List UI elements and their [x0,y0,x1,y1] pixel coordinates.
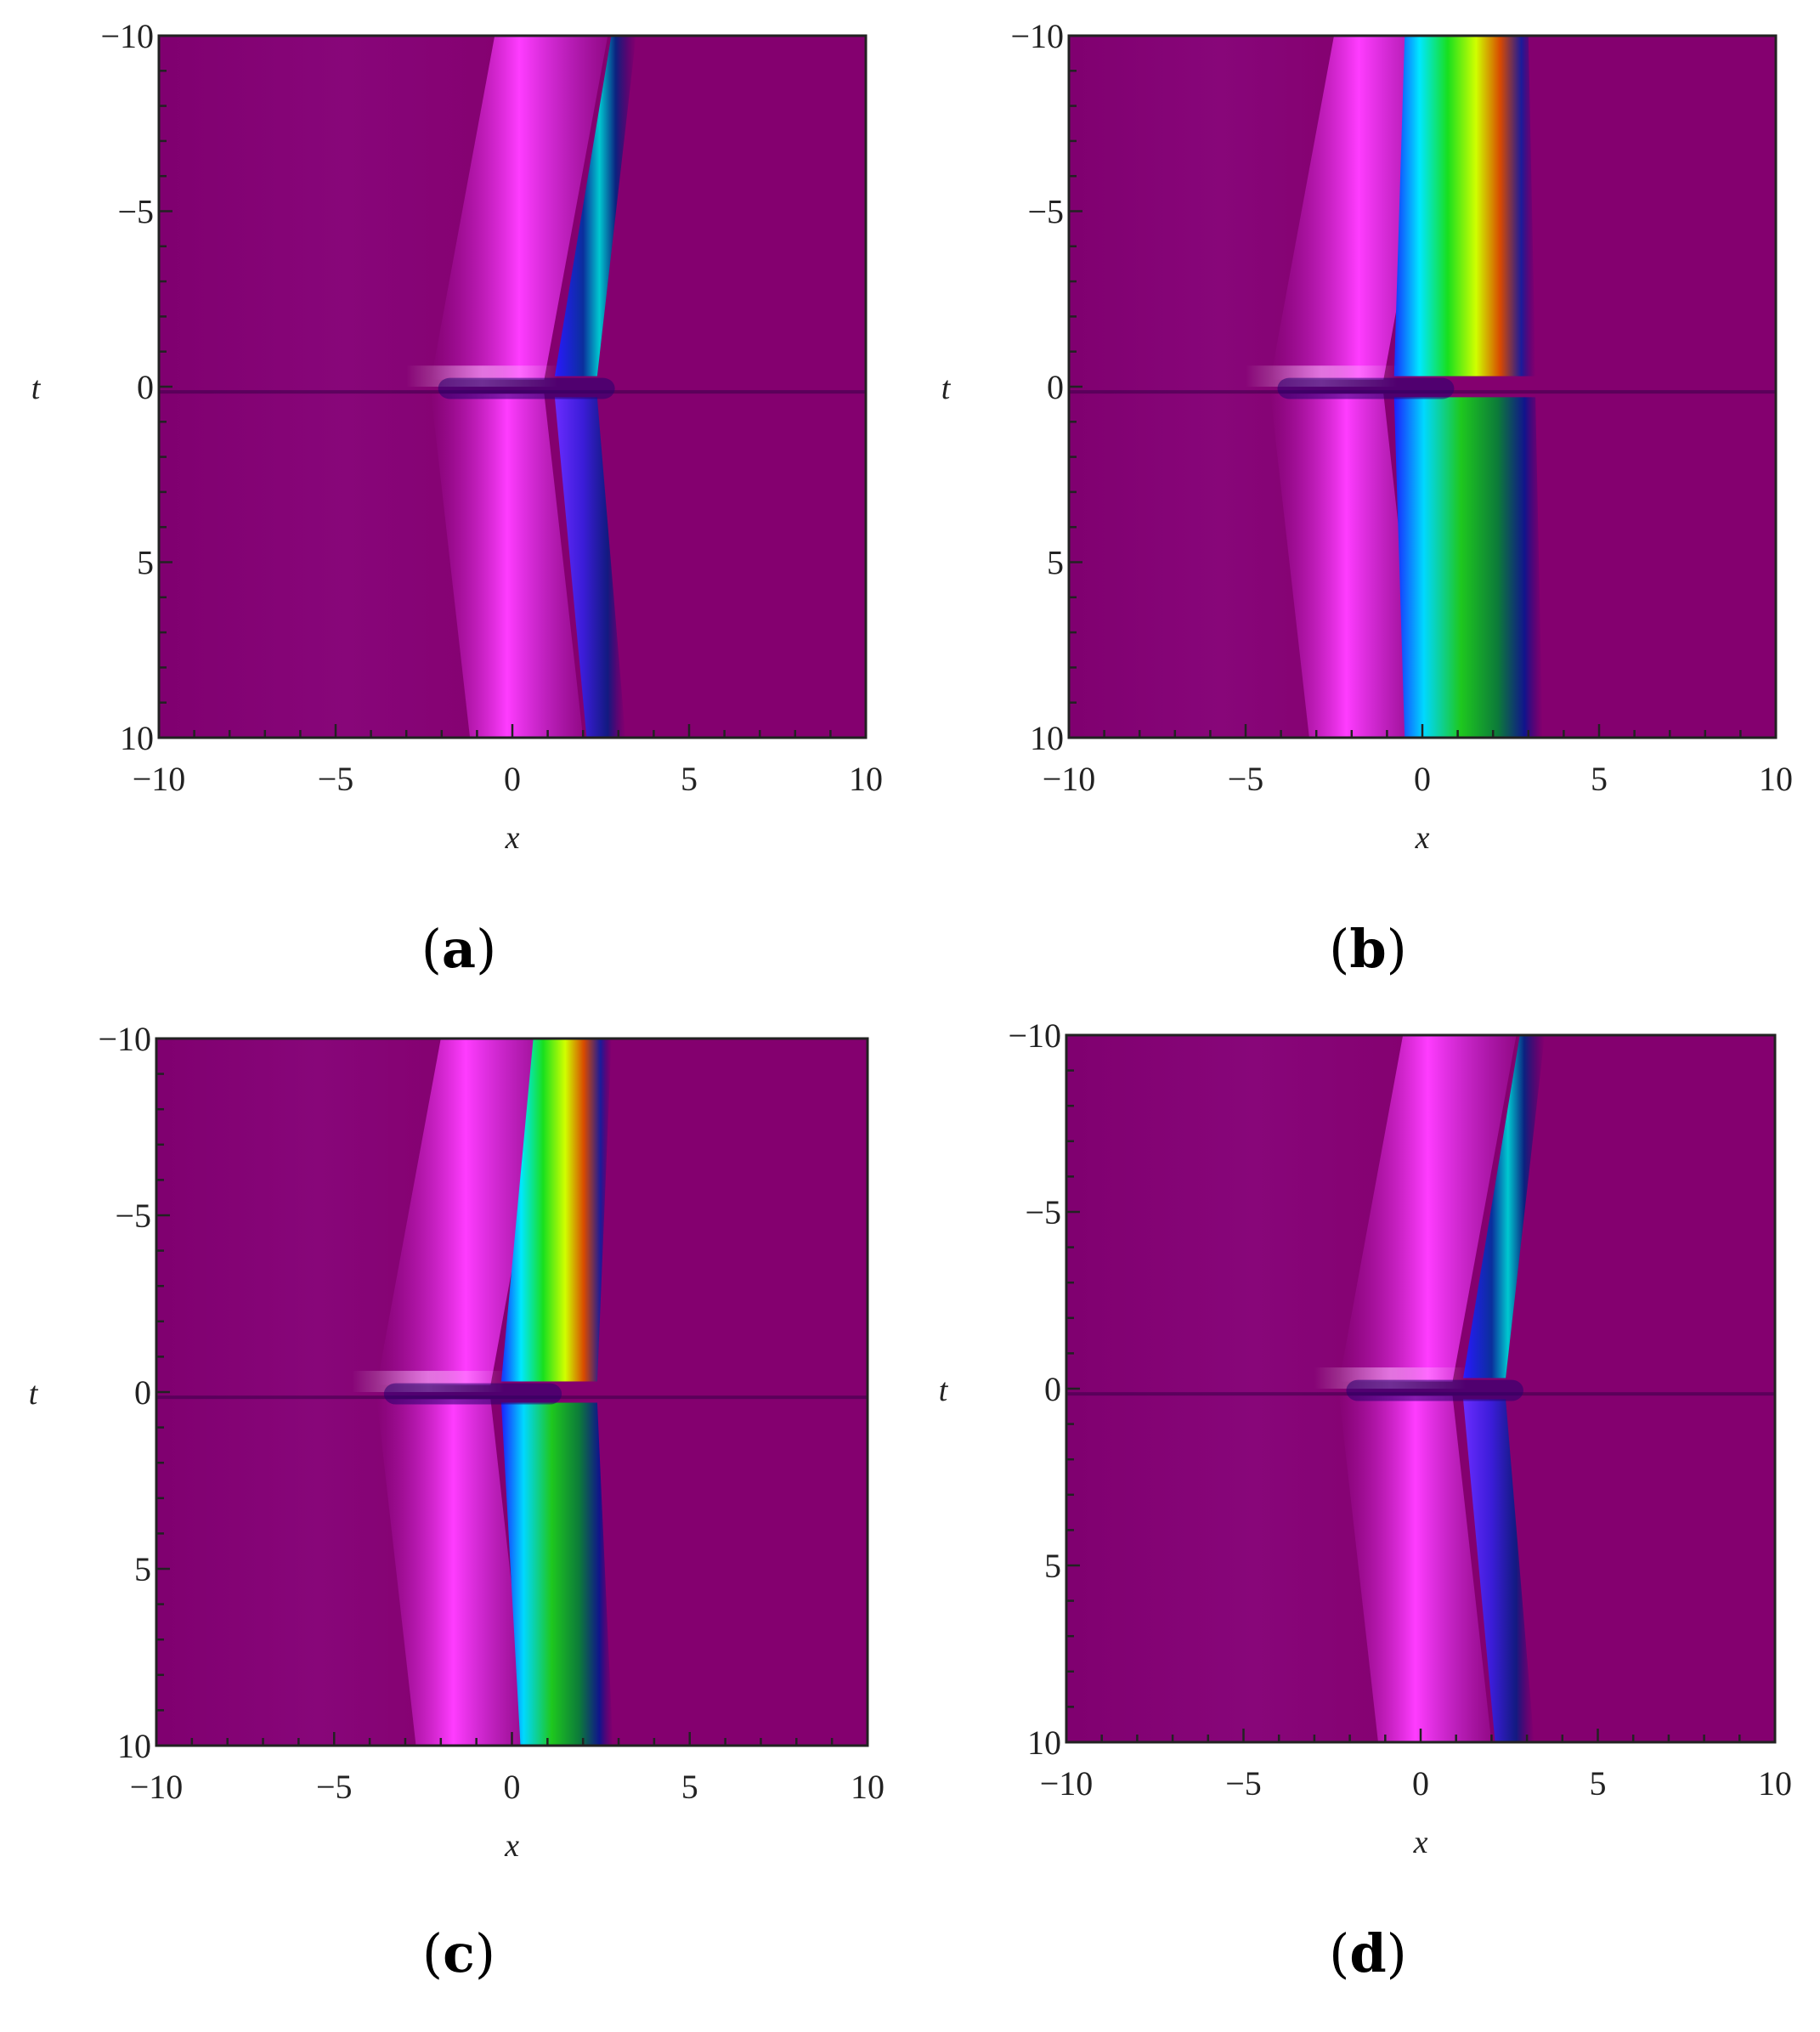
caption-open-paren: ( [422,1922,443,1984]
y-tick-label: 10 [120,719,154,757]
soliton-stripe-upper [500,1039,612,1382]
y-axis-label: t [939,1373,949,1408]
y-tick-label: 0 [1044,1370,1061,1408]
y-tick-label: 10 [1030,719,1064,757]
caption-open-paren: ( [1329,918,1349,980]
caption-close-paren: ) [475,1922,495,1984]
x-tick-label: 5 [1591,760,1608,798]
y-tick-label: 0 [137,368,154,406]
x-tick-label: −10 [1043,760,1096,798]
caption-open-paren: ( [1329,1922,1349,1984]
y-axis-label: t [29,1376,39,1412]
x-tick-label: −10 [133,760,186,798]
x-tick-label: 10 [1759,760,1793,798]
panel-caption: (c) [422,1922,495,1984]
x-tick-label: −5 [1228,760,1264,798]
soliton-stripe-lower [554,397,626,738]
caption-letter: a [442,918,476,980]
x-axis-label: x [1413,1825,1428,1860]
x-axis-label: x [505,820,520,856]
y-tick-label: 0 [1047,368,1064,406]
interaction-dark-region [1346,1379,1523,1401]
y-tick-label: −10 [1010,17,1064,55]
y-tick-label: 10 [1027,1724,1061,1762]
magenta-band-lower [1270,393,1422,738]
caption-close-paren: ) [476,918,496,980]
caption-close-paren: ) [1387,1922,1407,1984]
x-tick-label: 0 [1412,1764,1429,1803]
y-tick-label: 5 [134,1550,151,1588]
soliton-stripe-lower [1393,397,1543,738]
y-tick-label: −10 [98,1020,151,1058]
y-tick-label: 0 [134,1373,151,1412]
soliton-stripe-upper [1393,36,1536,376]
axis-ticks [1067,34,1778,739]
x-tick-label: −10 [1040,1764,1094,1803]
axis-ticks [157,34,868,739]
x-tick-label: −5 [1225,1764,1262,1803]
y-tick-label: 5 [1044,1547,1061,1585]
y-tick-label: −10 [100,17,154,55]
magenta-band-upper [376,1039,555,1385]
magenta-band-upper [1339,1035,1517,1382]
y-tick-label: 10 [117,1727,151,1765]
interaction-dark-region [438,377,615,399]
interaction-dark-region [383,1383,562,1405]
heatmap-plot-area [156,1039,868,1746]
x-tick-label: −5 [318,760,354,798]
x-tick-label: 10 [1758,1764,1792,1803]
x-tick-label: 0 [1414,760,1431,798]
x-tick-label: −10 [130,1768,184,1806]
y-tick-label: −5 [1025,1193,1061,1231]
caption-open-paren: ( [421,918,442,980]
x-tick-label: 0 [504,1768,521,1806]
axis-ticks [155,1037,869,1747]
panel-caption: (b) [1329,918,1407,980]
x-tick-label: −5 [316,1768,353,1806]
y-axis-label: t [31,371,42,406]
panel-caption: (a) [421,918,497,980]
panel-caption: (d) [1329,1922,1407,1984]
caption-letter: c [443,1922,475,1984]
y-tick-label: −5 [115,1197,151,1235]
x-tick-label: 10 [849,760,883,798]
x-tick-label: 5 [681,760,698,798]
magenta-band-lower [431,393,584,738]
heatmap-plot-area [1069,36,1776,738]
magenta-band-lower [1339,1395,1492,1742]
x-tick-label: 5 [1590,1764,1607,1803]
y-tick-label: −10 [1008,1016,1061,1055]
x-axis-label: x [1415,820,1430,856]
caption-close-paren: ) [1387,918,1407,980]
y-tick-label: −5 [117,193,154,231]
soliton-stripe-upper [554,36,636,376]
interaction-dark-region [1277,377,1455,399]
heatmap-plot-area [1066,1035,1775,1742]
y-axis-label: t [941,371,952,406]
x-tick-label: 10 [851,1768,885,1806]
axis-ticks [1065,1033,1777,1744]
caption-letter: d [1349,1922,1386,1984]
heatmap-plot-area [159,36,866,738]
x-axis-label: x [504,1828,519,1864]
y-tick-label: 5 [1047,544,1064,582]
x-tick-label: 5 [681,1768,698,1806]
x-tick-label: 0 [504,760,521,798]
soliton-stripe-upper [1463,1035,1545,1378]
soliton-stripe-lower [1463,1399,1535,1742]
y-tick-label: 5 [137,544,154,582]
magenta-band-upper [431,36,608,380]
soliton-stripe-lower [500,1402,613,1746]
magenta-band-lower [376,1399,530,1746]
caption-letter: b [1349,918,1386,980]
y-tick-label: −5 [1027,193,1064,231]
